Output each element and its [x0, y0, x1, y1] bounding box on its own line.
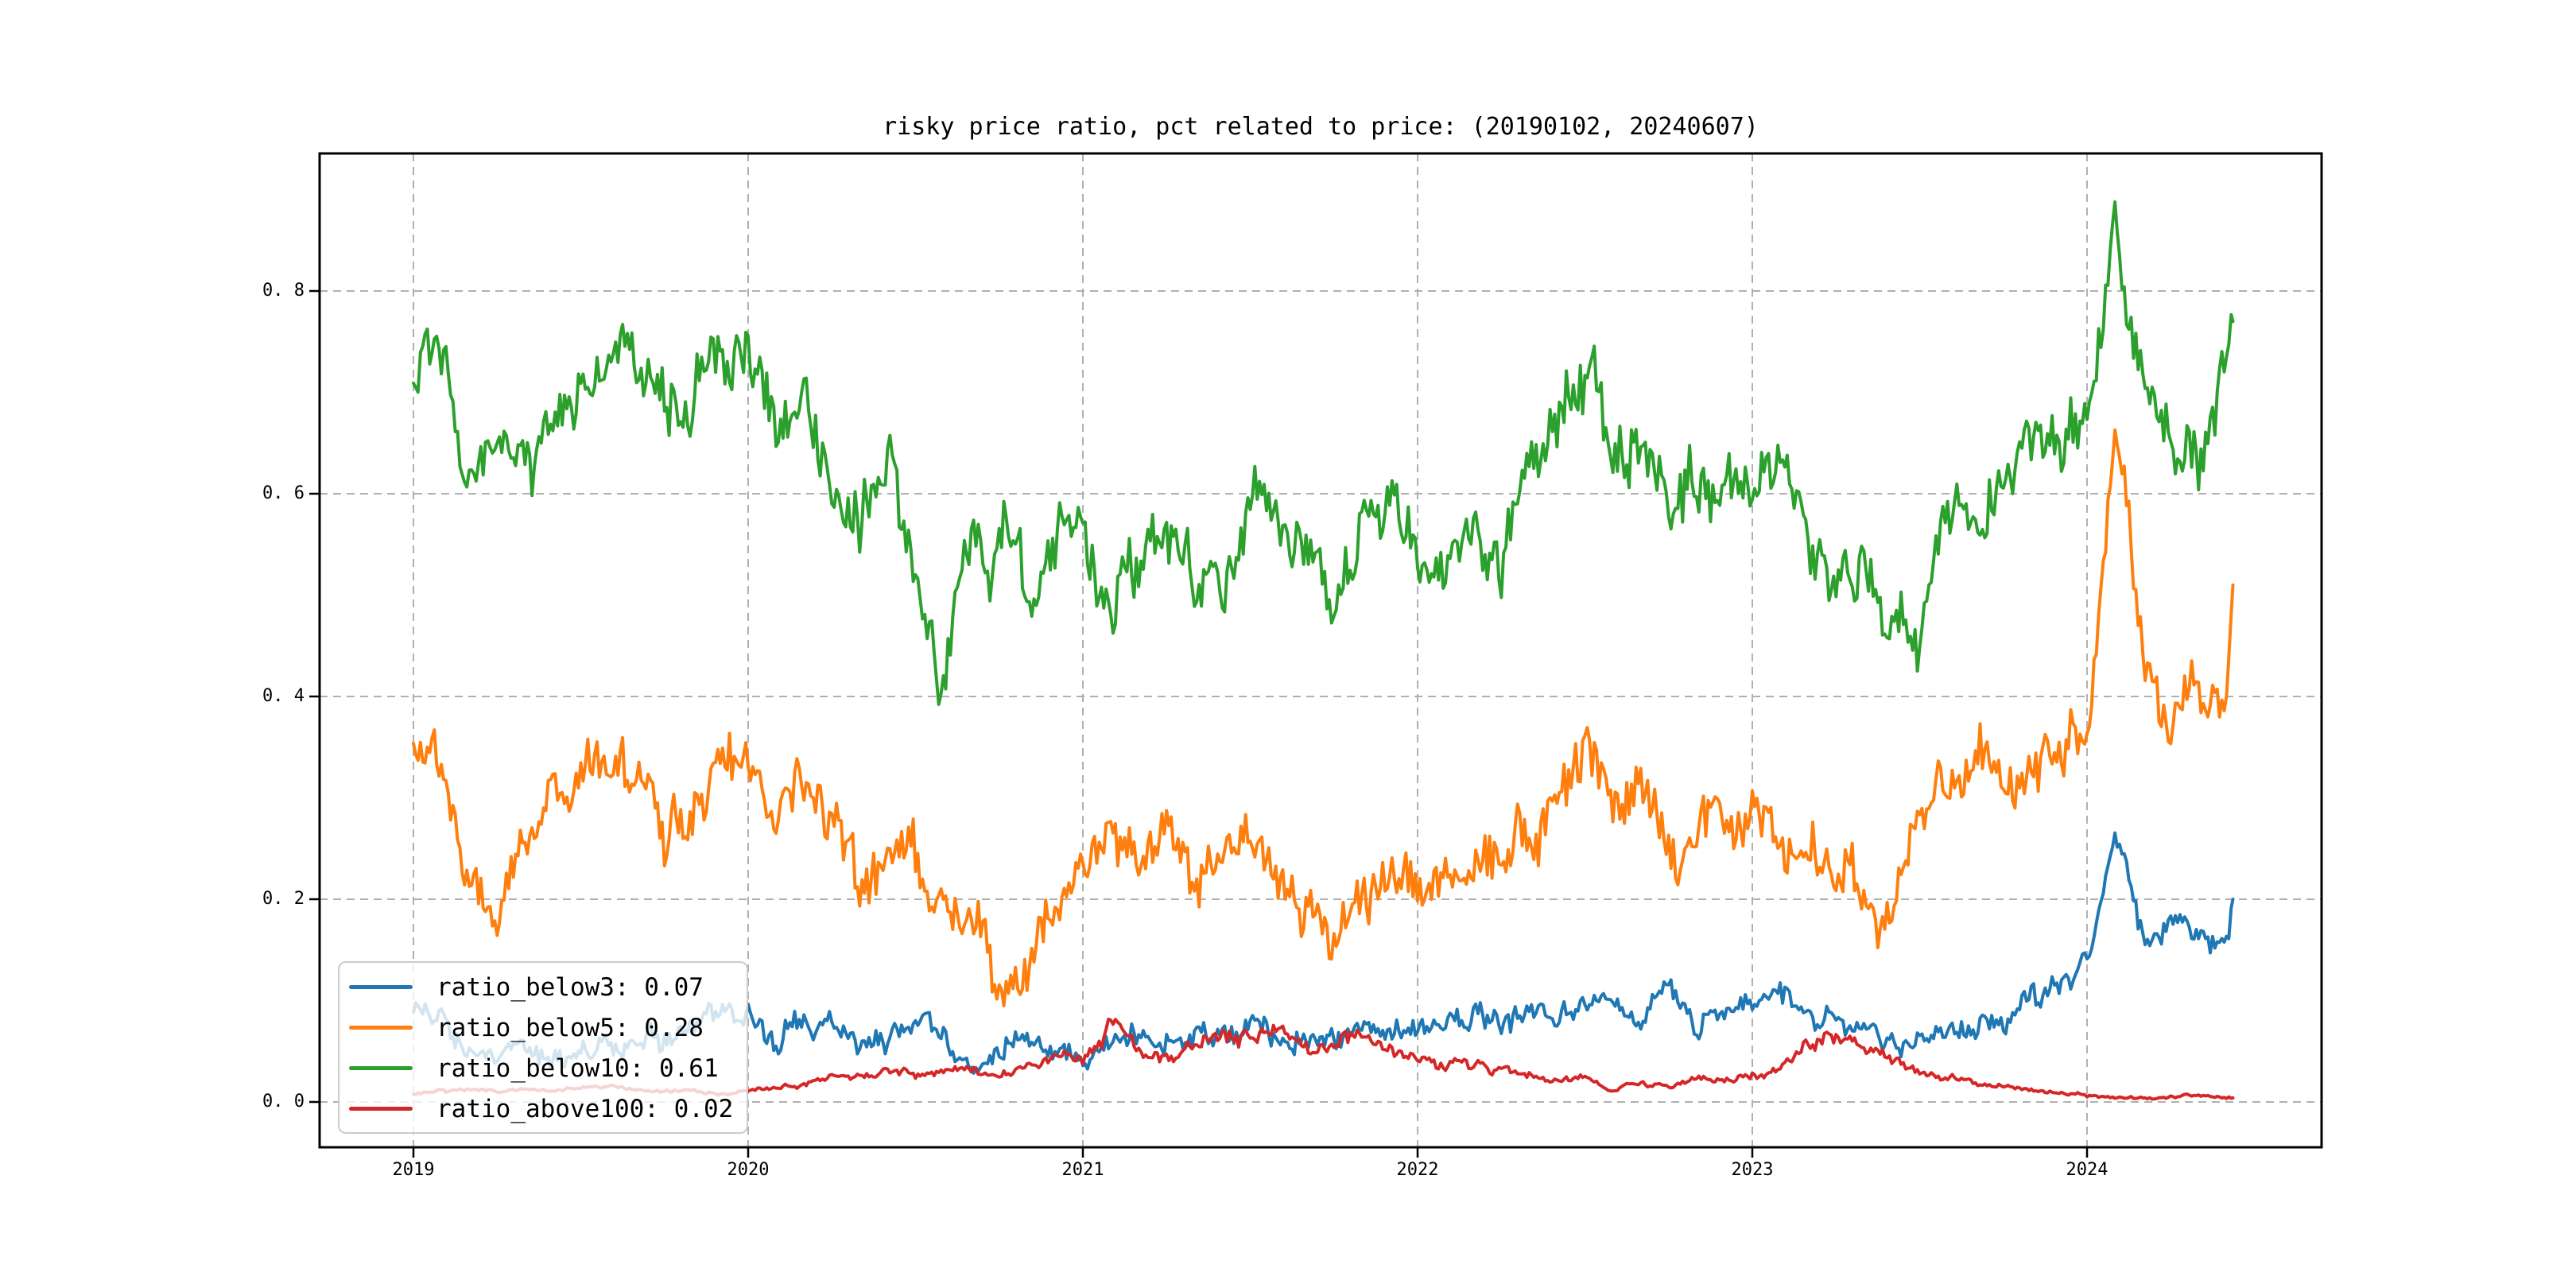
legend-line-swatch-ratio_below3	[349, 985, 413, 989]
series-line-ratio_below10	[412, 200, 2235, 706]
legend-label-ratio_below5: ratio_below5: 0.28	[436, 1013, 704, 1042]
legend-box: ratio_below3: 0.07 ratio_below5: 0.28 rati…	[338, 961, 748, 1134]
y-tick-label-0.0: 0. 0	[262, 1092, 305, 1111]
x-tick-label-2020: 2020	[727, 1160, 770, 1180]
legend-line-swatch-ratio_below5	[349, 1026, 413, 1030]
y-tick-label-0.2: 0. 2	[262, 889, 305, 909]
legend-item-ratio_below3: ratio_below3: 0.07	[349, 967, 747, 1007]
series-line-ratio_below5	[412, 428, 2235, 1007]
x-tick-label-2019: 2019	[392, 1160, 435, 1180]
legend-item-ratio_below10: ratio_below10: 0.61	[349, 1048, 747, 1088]
y-tick-label-0.4: 0. 4	[262, 686, 305, 706]
legend-item-ratio_above100: ratio_above100: 0.02	[349, 1088, 747, 1129]
x-tick-label-2023: 2023	[1731, 1160, 1774, 1180]
y-tick-label-0.6: 0. 6	[262, 483, 305, 503]
x-tick-label-2022: 2022	[1396, 1160, 1439, 1180]
legend-label-ratio_below10: ratio_below10: 0.61	[436, 1053, 719, 1083]
x-tick-label-2024: 2024	[2066, 1160, 2109, 1180]
plot-border	[318, 152, 2323, 1149]
chart-title: risky price ratio, pct related to price:…	[883, 113, 1759, 141]
legend-item-ratio_below5: ratio_below5: 0.28	[349, 1007, 747, 1048]
axis-ticks	[309, 289, 2089, 1158]
legend-label-ratio_below3: ratio_below3: 0.07	[436, 972, 704, 1002]
x-tick-label-2021: 2021	[1061, 1160, 1104, 1180]
legend-label-ratio_above100: ratio_above100: 0.02	[436, 1094, 734, 1123]
legend-line-swatch-ratio_below10	[349, 1066, 413, 1070]
y-tick-label-0.8: 0. 8	[262, 281, 305, 301]
legend-line-swatch-ratio_above100	[349, 1107, 413, 1111]
